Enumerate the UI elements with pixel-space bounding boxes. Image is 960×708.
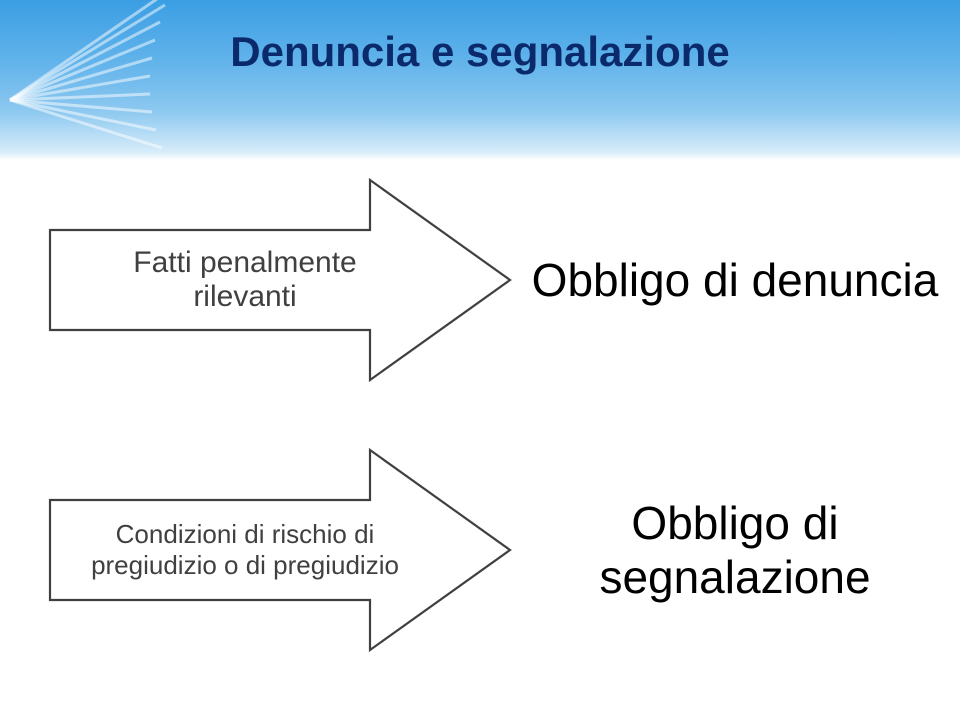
arrow-label: Condizioni di rischio di pregiudizio o d… [90,519,400,581]
arrow-label: Fatti penalmente rilevanti [90,246,400,314]
diagram-row: Fatti penalmente rilevanti Obbligo di den… [0,170,960,390]
arrow-shape: Fatti penalmente rilevanti [40,170,520,390]
result-text: Obbligo di segnalazione [530,496,940,604]
page-title: Denuncia e segnalazione [0,28,960,76]
diagram-row: Condizioni di rischio di pregiudizio o d… [0,440,960,660]
sky-gradient [0,0,960,160]
arrow-shape: Condizioni di rischio di pregiudizio o d… [40,440,520,660]
result-text: Obbligo di denuncia [530,253,940,307]
